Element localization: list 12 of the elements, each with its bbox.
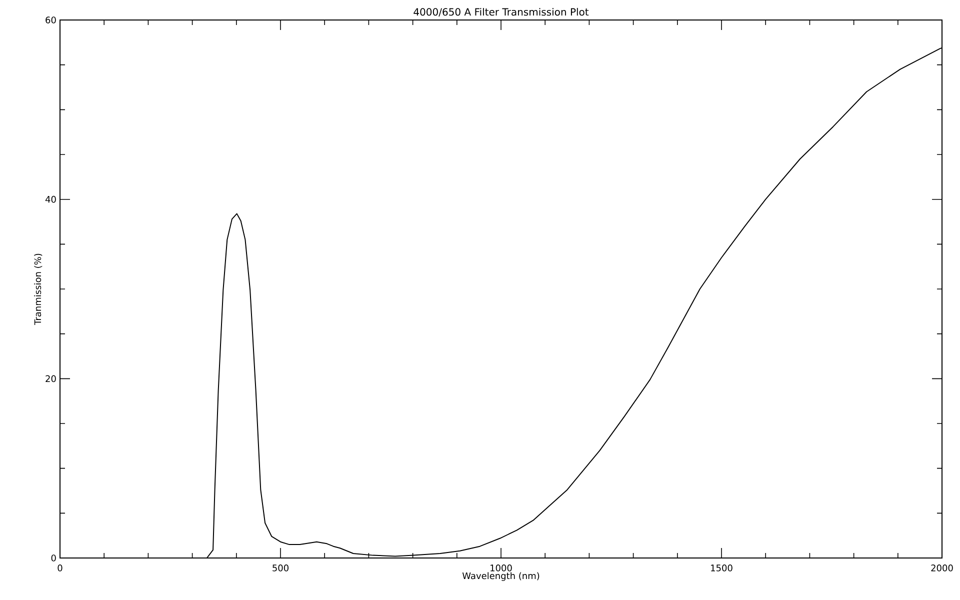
y-tick-label: 40 bbox=[45, 196, 56, 203]
y-tick-label: 60 bbox=[46, 16, 56, 24]
y-tick-label: 20 bbox=[46, 375, 56, 382]
x-axis-title: Wavelength (nm) bbox=[462, 572, 540, 581]
x-tick-label: 2000 bbox=[931, 564, 953, 572]
y-tick-label: 0 bbox=[51, 554, 56, 562]
y-axis-title: Tranmission (%) bbox=[34, 254, 42, 325]
x-tick-label: 500 bbox=[272, 564, 288, 572]
x-tick-label: 1000 bbox=[490, 564, 512, 572]
chart-title: 4000/650 A Filter Transmission Plot bbox=[414, 8, 589, 16]
x-tick-label: 1500 bbox=[711, 564, 732, 572]
x-tick-label: 0 bbox=[58, 564, 62, 572]
